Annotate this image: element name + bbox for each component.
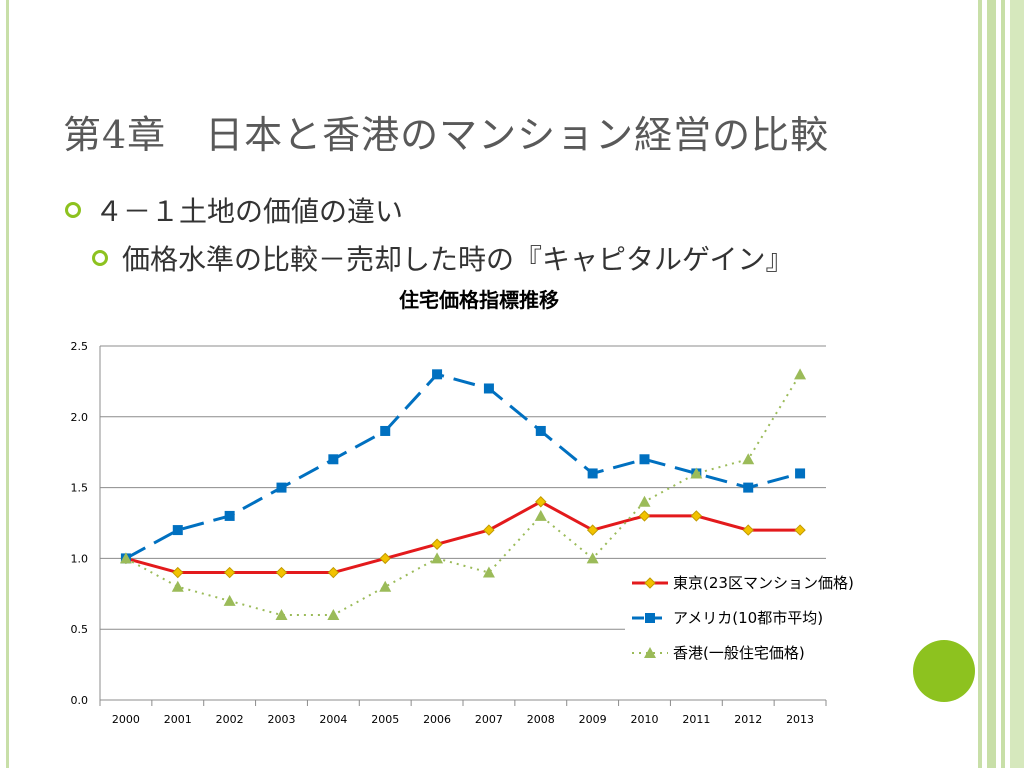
right-frame-stripe: [987, 0, 996, 768]
x-tick-label: 2001: [164, 713, 192, 726]
tokyo-point: [586, 524, 599, 536]
hongkong-point: [171, 580, 184, 592]
y-tick-label: 0.5: [71, 623, 89, 636]
hongkong-point: [275, 609, 288, 621]
hongkong-point: [119, 552, 132, 564]
bullet-item: ４－１土地の価値の違い: [65, 190, 403, 230]
hongkong-point: [534, 509, 547, 521]
usa-point: [328, 454, 339, 465]
tokyo-point: [644, 577, 656, 589]
bullet-ring-icon: [92, 250, 108, 266]
y-tick-label: 0.0: [71, 694, 89, 707]
usa-point: [432, 369, 443, 380]
x-tick-label: 2006: [423, 713, 451, 726]
x-tick-label: 2009: [579, 713, 607, 726]
tokyo-series-line: [125, 500, 801, 575]
hongkong-point: [379, 580, 392, 592]
hongkong-point: [482, 566, 495, 578]
y-tick-label: 1.5: [71, 482, 89, 495]
y-tick-label: 2.5: [71, 340, 89, 353]
legend-label: アメリカ(10都市平均): [673, 609, 823, 627]
tokyo-point: [379, 552, 391, 565]
tokyo-point: [690, 510, 703, 522]
series-group: [120, 369, 806, 564]
legend-background: [625, 563, 890, 668]
hongkong-point: [431, 552, 444, 564]
right-frame-stripe: [1001, 0, 1005, 768]
x-tick-label: 2010: [631, 713, 659, 726]
hongkong-point: [586, 552, 599, 564]
sub-bullet-text: 価格水準の比較－売却した時の『キャピタルゲイン』: [122, 243, 794, 276]
usa-point: [639, 454, 650, 465]
x-tick-label: 2005: [371, 713, 399, 726]
left-frame-stripe: [6, 0, 9, 768]
tokyo-point: [535, 496, 547, 508]
x-tick-label: 2007: [475, 713, 503, 726]
hongkong-point: [327, 609, 340, 621]
usa-point: [172, 525, 183, 536]
tokyo-point: [638, 510, 651, 522]
x-tick-label: 2002: [216, 713, 244, 726]
x-tick-label: 2008: [527, 713, 555, 726]
usa-series-line: [125, 372, 801, 560]
tokyo-point: [172, 566, 184, 579]
slide-title: 第4章 日本と香港のマンション経営の比較: [63, 113, 830, 157]
tokyo-point: [794, 524, 806, 536]
chart-legend: 東京(23区マンション価格) アメリカ(10都市平均) 香港(一般住宅価格): [625, 563, 890, 668]
hongkong-point: [644, 647, 656, 658]
tokyo-point: [275, 566, 288, 579]
usa-point: [743, 482, 754, 493]
usa-point: [224, 510, 235, 521]
chart-series: [119, 368, 807, 621]
y-tick-label: 1.0: [71, 552, 89, 565]
x-tick-label: 2003: [268, 713, 296, 726]
x-tick-label: 2012: [734, 713, 762, 726]
tokyo-point: [431, 538, 443, 550]
tokyo-point: [483, 524, 495, 536]
right-frame-stripe: [1010, 0, 1024, 768]
hongkong-point: [690, 467, 703, 479]
decorative-green-circle: [913, 640, 975, 702]
series-group: [119, 368, 807, 621]
x-tick-label: 2013: [786, 713, 814, 726]
x-tick-label: 2000: [112, 713, 140, 726]
bullet-text: ４－１土地の価値の違い: [95, 195, 404, 228]
chart-title: 住宅価格指標推移: [399, 288, 559, 312]
usa-point: [645, 613, 655, 623]
hongkong-point: [794, 368, 807, 380]
bullet-ring-icon: [65, 202, 81, 218]
hongkong-point: [223, 594, 236, 606]
tokyo-point: [742, 524, 754, 536]
usa-point: [587, 468, 598, 479]
chart-axes: 0.0 0.5 1.0 1.5 2.0 2.5 2000 2001 2002 2003 2004 20…: [71, 340, 827, 726]
hongkong-point: [742, 453, 755, 465]
tokyo-point: [223, 566, 236, 579]
x-tick-label: 2004: [319, 713, 347, 726]
right-frame-stripe: [978, 0, 982, 768]
line-chart: 住宅価格指標推移 0.0 0.5 1.0 1.5 2.0 2.5 2000 2001 2002 2…: [71, 288, 890, 726]
usa-point: [483, 383, 494, 394]
usa-point: [795, 468, 806, 479]
legend-label: 東京(23区マンション価格): [673, 574, 854, 592]
usa-point: [380, 425, 391, 436]
usa-point: [535, 425, 546, 436]
usa-point: [276, 482, 287, 493]
hongkong-point: [638, 495, 651, 507]
legend-label: 香港(一般住宅価格): [673, 644, 805, 662]
y-tick-label: 2.0: [71, 411, 89, 424]
x-tick-label: 2011: [682, 713, 710, 726]
sub-bullet-item: 価格水準の比較－売却した時の『キャピタルゲイン』: [92, 238, 793, 278]
tokyo-point: [327, 566, 340, 579]
